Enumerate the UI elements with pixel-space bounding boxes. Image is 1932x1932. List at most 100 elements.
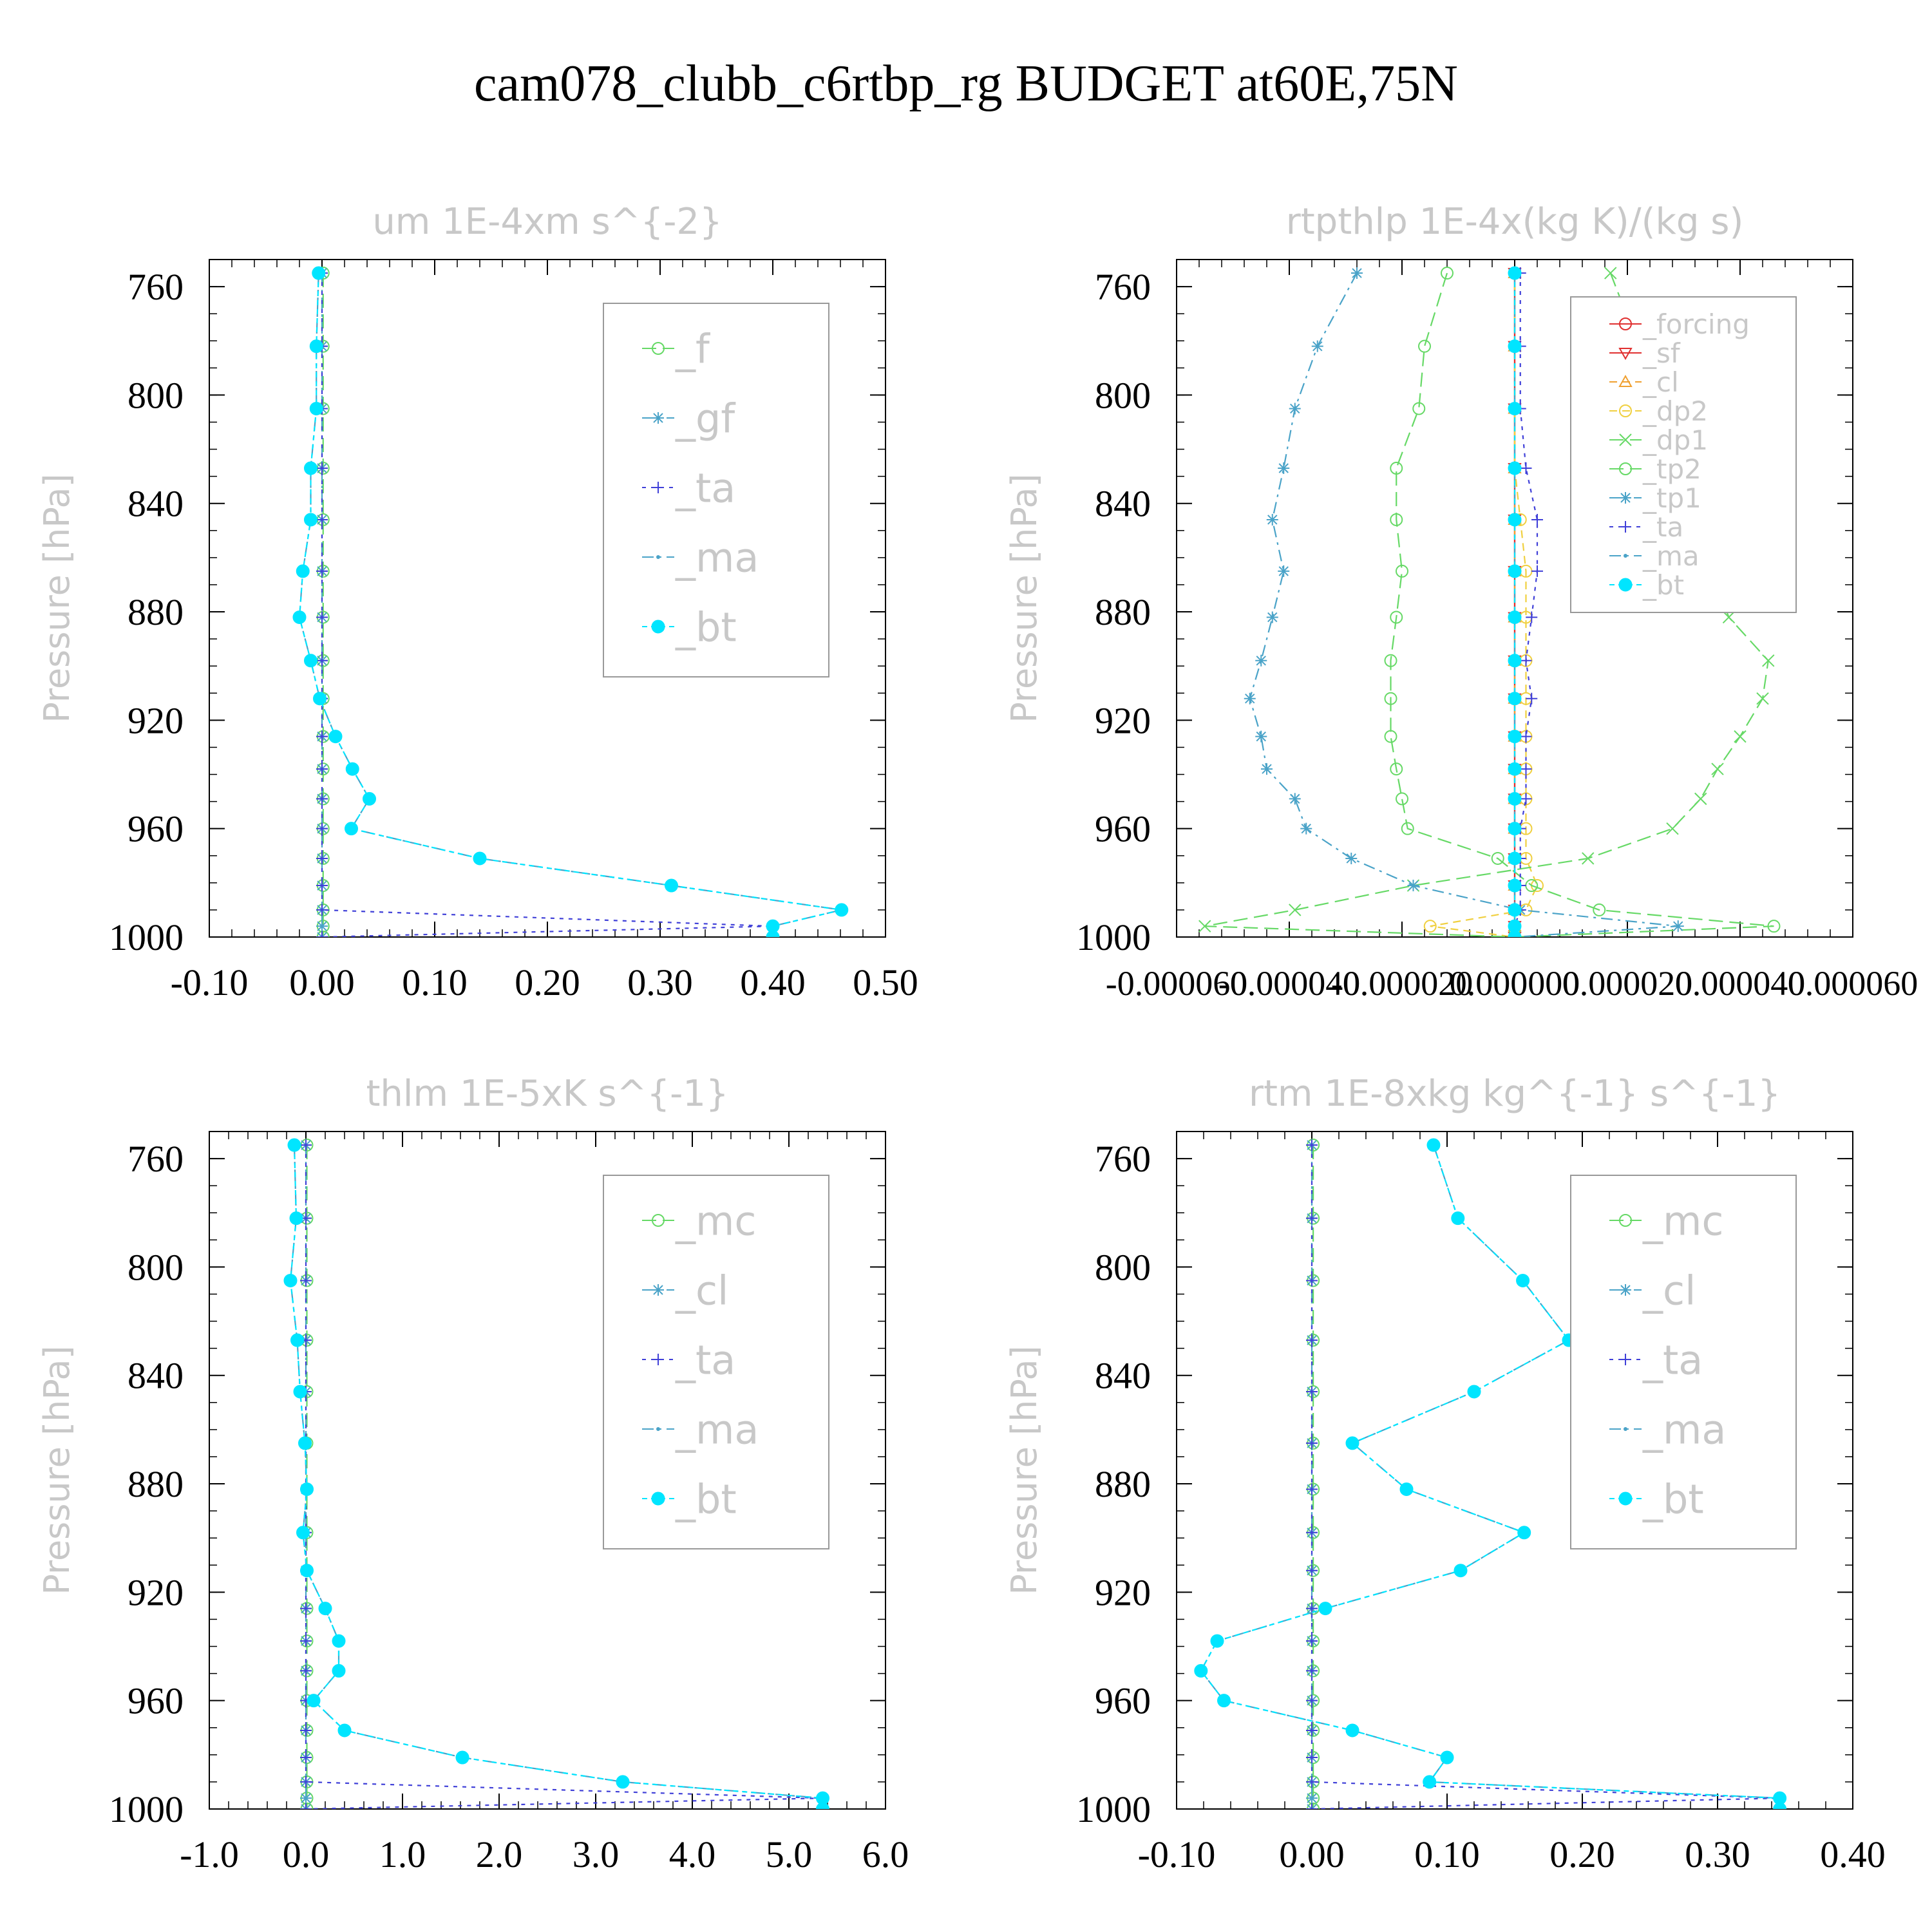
legend-label: _ma bbox=[675, 1406, 759, 1453]
legend-marker bbox=[1620, 492, 1631, 504]
data-point bbox=[1306, 1665, 1318, 1677]
x-tick-label: 0.10 bbox=[1414, 1833, 1480, 1875]
data-point bbox=[283, 1273, 298, 1287]
y-tick-label: 800 bbox=[128, 1246, 184, 1288]
y-tick-label: 760 bbox=[1095, 1138, 1151, 1180]
data-point bbox=[316, 565, 328, 577]
series-bt bbox=[1194, 1138, 1787, 1809]
data-point bbox=[455, 1750, 469, 1765]
data-point bbox=[1306, 1334, 1318, 1347]
data-point bbox=[1451, 1211, 1465, 1226]
legend-label: _ma bbox=[1642, 1406, 1726, 1453]
data-point bbox=[1454, 1564, 1468, 1578]
data-point bbox=[316, 852, 328, 864]
panel-title: rtm 1E-8xkg kg^{-1} s^{-1} bbox=[1249, 1073, 1781, 1115]
data-point bbox=[307, 1694, 321, 1708]
data-point bbox=[289, 1211, 303, 1226]
y-tick-label: 840 bbox=[128, 483, 184, 525]
data-point bbox=[1194, 1663, 1208, 1678]
data-point bbox=[300, 1274, 312, 1287]
legend-marker bbox=[1619, 404, 1632, 417]
legend-label: _ta bbox=[1642, 511, 1683, 543]
data-point bbox=[1508, 564, 1522, 578]
legend-box bbox=[603, 303, 829, 677]
data-point bbox=[316, 822, 328, 835]
legend-item: _bt bbox=[1609, 1475, 1704, 1522]
legend-marker bbox=[1620, 1354, 1631, 1365]
legend-label: _cl bbox=[675, 1267, 728, 1314]
x-tick-label: 0.00 bbox=[289, 961, 355, 1003]
y-tick-label: 760 bbox=[128, 1138, 184, 1180]
data-point bbox=[287, 1138, 301, 1152]
legend-marker bbox=[656, 1427, 660, 1431]
chart-panel-4: rtm 1E-8xkg kg^{-1} s^{-1} Pressure [hPa]… bbox=[1004, 1073, 1886, 1875]
legend-item: _sf bbox=[1609, 337, 1681, 369]
y-tick-label: 880 bbox=[1095, 1463, 1151, 1505]
data-point bbox=[300, 1564, 314, 1578]
series-bt bbox=[292, 266, 849, 937]
series-line bbox=[1249, 272, 1678, 937]
data-point bbox=[1306, 1274, 1318, 1287]
legend-marker bbox=[651, 1492, 665, 1506]
data-point bbox=[1773, 1802, 1787, 1809]
legend: _forcing_sf_cl_dp2_dp1_tp2_tp1_ta_ma_bt bbox=[1570, 296, 1797, 613]
series-f bbox=[316, 267, 330, 937]
data-point bbox=[1441, 267, 1454, 280]
x-tick-label: 0.40 bbox=[1820, 1833, 1886, 1875]
data-point bbox=[1345, 1723, 1359, 1738]
data-point bbox=[304, 513, 317, 527]
data-point bbox=[1767, 920, 1781, 933]
data-point bbox=[1412, 402, 1426, 415]
data-point bbox=[1508, 791, 1522, 806]
data-point bbox=[1508, 822, 1522, 836]
legend-marker bbox=[652, 482, 664, 493]
data-point bbox=[316, 904, 328, 916]
data-point bbox=[1666, 822, 1679, 835]
series-ta bbox=[1306, 1139, 1786, 1809]
x-tick-label: 0.000000 bbox=[1450, 964, 1580, 1003]
data-point bbox=[1306, 1803, 1318, 1809]
data-point bbox=[1390, 513, 1403, 526]
legend-label: _bt bbox=[1642, 1475, 1704, 1522]
data-point bbox=[345, 762, 359, 776]
legend-item: _cl bbox=[642, 1267, 728, 1314]
series-dp2 bbox=[1423, 267, 1544, 937]
legend-marker bbox=[1619, 1214, 1632, 1227]
data-point bbox=[1401, 822, 1414, 835]
y-tick-label: 920 bbox=[1095, 1571, 1151, 1613]
data-point bbox=[1306, 1212, 1318, 1224]
data-point bbox=[1756, 692, 1769, 705]
data-point bbox=[1255, 654, 1267, 667]
legend-item: _forcing bbox=[1609, 308, 1750, 340]
data-point bbox=[1399, 1482, 1414, 1496]
legend: _mc _cl _ta _ma _bt bbox=[1570, 1175, 1797, 1549]
data-point bbox=[1508, 654, 1522, 668]
legend-label: _sf bbox=[1642, 337, 1681, 369]
data-point bbox=[316, 462, 328, 475]
legend-item: _tp2 bbox=[1609, 453, 1701, 485]
data-point bbox=[316, 513, 328, 526]
series-bt bbox=[1508, 266, 1522, 937]
legend-marker bbox=[652, 342, 665, 355]
legend-label: _ta bbox=[1642, 1336, 1703, 1383]
data-point bbox=[300, 1482, 314, 1496]
data-point bbox=[1508, 610, 1522, 624]
data-point bbox=[300, 1752, 312, 1764]
data-point bbox=[1508, 266, 1522, 280]
data-point bbox=[1520, 793, 1532, 805]
data-point bbox=[345, 822, 358, 836]
data-point bbox=[1306, 1635, 1318, 1647]
data-point bbox=[1307, 1803, 1320, 1809]
x-tick-label: 0.30 bbox=[1685, 1833, 1750, 1875]
x-tick-label: 0.10 bbox=[402, 961, 468, 1003]
legend-marker bbox=[652, 1354, 664, 1365]
legend-item: _cl bbox=[1609, 366, 1679, 398]
data-point bbox=[665, 878, 678, 893]
x-tick-label: 0.000040 bbox=[1675, 964, 1806, 1003]
data-point bbox=[1672, 920, 1684, 933]
legend-marker bbox=[652, 1214, 665, 1227]
data-point bbox=[1423, 1775, 1437, 1789]
data-point bbox=[309, 401, 323, 415]
y-tick-label: 840 bbox=[1095, 1355, 1151, 1397]
x-tick-label: 6.0 bbox=[862, 1833, 909, 1875]
